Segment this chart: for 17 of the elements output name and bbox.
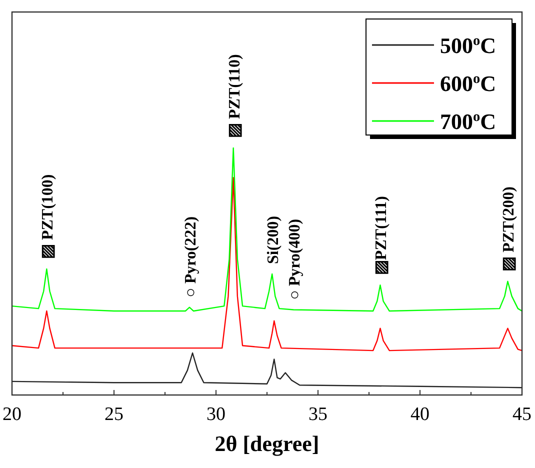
x-axis-title: 2θ [degree]: [214, 431, 320, 456]
x-tick-label: 40: [410, 404, 430, 425]
annotation: Si(200): [265, 216, 282, 264]
annotation: ▨PZT(111): [373, 196, 390, 276]
annotation: ○ Pyro(400): [286, 218, 304, 300]
legend-label: 600$^{o}$C: [440, 71, 496, 96]
legend-label: 500$^{o}$C: [440, 33, 496, 58]
x-tick-label: 20: [2, 404, 22, 425]
annotation: ▨ PZT(200): [500, 186, 518, 272]
legend-label: 700$^{o}$C: [440, 109, 496, 134]
annotation: ○ Pyro(222): [182, 216, 200, 298]
x-tick-label: 30: [206, 404, 226, 425]
x-tick-label: 45: [512, 404, 532, 425]
x-tick-label: 35: [308, 404, 328, 425]
x-tick-label: 25: [104, 404, 124, 425]
annotation: ▨ PZT(100): [40, 174, 57, 260]
annotation: ▨ PZT(110): [226, 54, 244, 138]
